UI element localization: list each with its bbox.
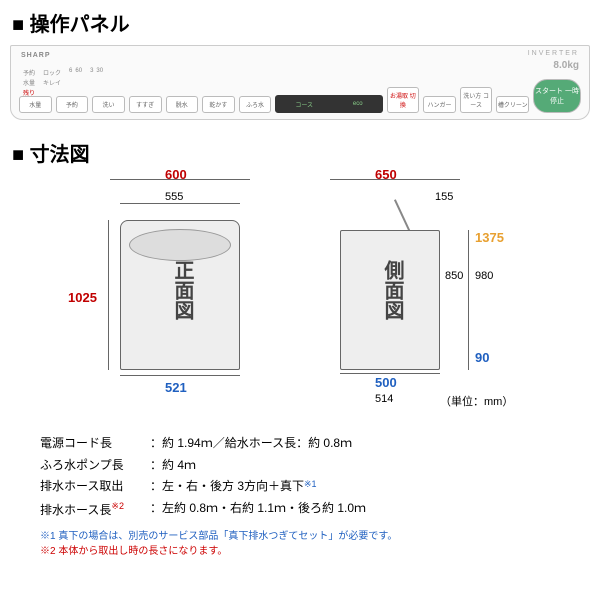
btn-reserve[interactable]: 予約: [56, 96, 89, 113]
front-label: 正面図: [168, 260, 197, 320]
note-1: ※1 真下の場合は、別売のサービス部品「真下排水つぎてセット」が必要です。: [0, 529, 600, 544]
btn-dry[interactable]: 乾かす: [202, 96, 235, 113]
btn-bath[interactable]: ふろ水: [239, 96, 272, 113]
unit-label: （単位：mm）: [440, 393, 513, 409]
panel-display: コースeco: [275, 95, 382, 113]
panel-area: SHARP INVERTER 8.0kg 予約水量残り ロックキレイ 660 3…: [0, 45, 600, 130]
btn-clean[interactable]: 槽クリーン: [496, 96, 529, 113]
btn-hanger[interactable]: ハンガー: [423, 96, 456, 113]
side-view: 650 155 側面図 1375 980 850 90 500 514 （単位：…: [320, 175, 520, 425]
section-title-dims: ■ 寸法図: [0, 130, 600, 175]
side-label: 側面図: [378, 260, 407, 320]
dim-side-155: 155: [435, 191, 453, 203]
dimensions-area: 600 555 正面図 1025 521 650 155 側面図 1375 98…: [0, 175, 600, 425]
specs-table: 電源コード長：約 1.94ｍ／給水ホース長：約 0.8ｍ ふろ水ポンプ長：約 4…: [0, 425, 600, 529]
control-panel: SHARP INVERTER 8.0kg 予約水量残り ロックキレイ 660 3…: [10, 45, 590, 120]
capacity-label: 8.0kg: [553, 60, 579, 71]
dim-side-850: 850: [445, 270, 463, 282]
btn-water[interactable]: 水量: [19, 96, 52, 113]
btn-wash[interactable]: 洗い: [92, 96, 125, 113]
inverter-label: INVERTER: [528, 50, 579, 57]
note-2: ※2 本体から取出し時の長さになります。: [0, 544, 600, 559]
section-title-panel: ■ 操作パネル: [0, 0, 600, 45]
dim-front-inner: 555: [165, 191, 183, 203]
dim-front-height: 1025: [68, 290, 97, 305]
btn-start[interactable]: スタート 一時停止: [533, 79, 581, 113]
dim-side-514: 514: [375, 393, 393, 405]
panel-button-row: 水量 予約 洗い すすぎ 脱水 乾かす ふろ水 コースeco お湯取 切換 ハン…: [19, 79, 581, 113]
dim-side-500: 500: [375, 375, 397, 390]
dim-side-1375: 1375: [475, 230, 504, 245]
btn-rinse[interactable]: すすぎ: [129, 96, 162, 113]
btn-washcourse[interactable]: 洗い方 コース: [460, 87, 493, 113]
front-view: 600 555 正面図 1025 521: [80, 175, 280, 425]
dim-side-90: 90: [475, 350, 489, 365]
dim-side-980: 980: [475, 270, 493, 282]
dim-front-bottom: 521: [165, 380, 187, 395]
btn-spin[interactable]: 脱水: [166, 96, 199, 113]
btn-stop[interactable]: お湯取 切換: [387, 87, 420, 113]
brand-label: SHARP: [21, 52, 51, 59]
